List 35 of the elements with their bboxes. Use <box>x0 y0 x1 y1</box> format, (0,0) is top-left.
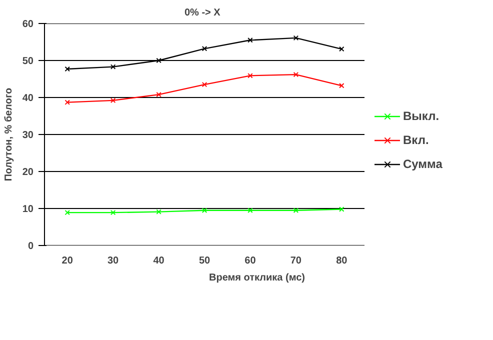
x-tick-label: 20 <box>62 256 74 266</box>
y-axis-title: Полутон, % белого <box>3 88 14 182</box>
point <box>202 46 208 52</box>
x-tick-label: 40 <box>153 256 165 266</box>
x-tick-label: 80 <box>336 256 348 266</box>
legend-label: Вкл. <box>403 133 429 147</box>
point <box>110 64 116 70</box>
y-tick-label: 50 <box>22 56 34 67</box>
point <box>110 98 116 104</box>
y-tick-label: 40 <box>22 93 34 104</box>
legend-label: Выкл. <box>403 109 440 123</box>
point <box>293 35 299 41</box>
point <box>202 208 208 213</box>
y-tick-label: 0 <box>28 241 34 252</box>
point <box>293 208 299 213</box>
chart-title: 0% -> X <box>184 8 221 18</box>
point <box>156 92 162 98</box>
y-tick-label: 30 <box>22 130 34 141</box>
x-tick-label: 50 <box>198 256 210 266</box>
point <box>248 208 253 213</box>
y-tick-label: 60 <box>22 19 34 30</box>
x-tick-label: 30 <box>108 256 120 266</box>
x-tick-label: 60 <box>244 256 256 266</box>
x-axis-title: Время отклика (мс) <box>209 272 306 284</box>
x-tick-label: 70 <box>290 256 302 266</box>
point <box>156 209 162 214</box>
point <box>156 58 162 64</box>
point <box>293 72 299 78</box>
legend-label: Сумма <box>403 157 442 171</box>
point <box>110 210 116 216</box>
point <box>248 73 253 78</box>
y-tick-label: 10 <box>22 204 34 215</box>
y-tick-label: 20 <box>22 167 34 178</box>
point <box>248 38 253 43</box>
point <box>202 82 208 88</box>
